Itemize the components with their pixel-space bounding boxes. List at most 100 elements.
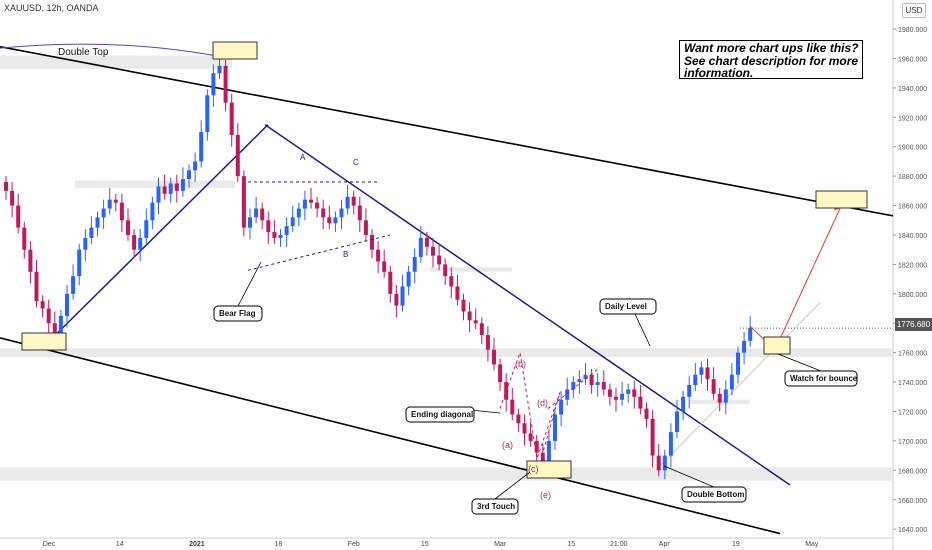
candle-body — [4, 182, 8, 191]
candle — [235, 123, 240, 183]
candle-body — [443, 264, 448, 277]
candle-body — [614, 396, 618, 400]
candle-body — [492, 349, 496, 365]
promo-line-2: See chart description for more — [684, 53, 859, 68]
candle-body — [693, 374, 698, 386]
zone-1875 — [75, 180, 235, 188]
symbol-header[interactable]: XAUUSD, 12h, OANDA — [4, 3, 99, 13]
candle — [284, 217, 289, 247]
candle-body — [461, 299, 466, 312]
y-tick-label: 1660.000 — [898, 498, 927, 505]
candle — [528, 421, 533, 447]
third-touch-box — [526, 460, 572, 479]
candle — [577, 370, 582, 394]
candle — [254, 196, 259, 224]
y-tick-label: 1800.000 — [898, 292, 927, 299]
candle — [113, 193, 118, 212]
daily-level-callout-box — [599, 298, 657, 315]
candle — [516, 408, 521, 433]
candle-body — [607, 389, 612, 397]
candle-body — [199, 132, 204, 162]
candle-body — [424, 237, 429, 247]
y-tick-label: 1740.000 — [898, 380, 927, 387]
candle — [565, 377, 570, 406]
bear-flag-callout-label: Bear Flag — [219, 309, 256, 318]
candle-body — [266, 220, 271, 233]
candle — [589, 368, 594, 394]
candle — [705, 358, 710, 391]
candle — [290, 205, 295, 233]
candle-body — [571, 382, 576, 390]
candle-body — [705, 367, 710, 380]
support-box — [21, 332, 67, 351]
candle-body — [229, 102, 234, 135]
candle — [632, 380, 637, 409]
candle — [34, 259, 39, 308]
candle — [534, 435, 539, 462]
candle — [327, 205, 332, 230]
candle — [16, 193, 21, 234]
candle-body — [321, 208, 326, 218]
candle-body — [473, 320, 478, 324]
double-top-curve — [0, 43, 231, 59]
candle-body — [351, 196, 356, 206]
candle-body — [83, 237, 88, 250]
candle — [345, 184, 350, 215]
candle-body — [235, 134, 240, 177]
candle-body — [467, 311, 472, 321]
candle-body — [638, 396, 643, 409]
candle-body — [437, 255, 442, 265]
candle-body — [577, 379, 582, 383]
candle-body — [187, 170, 191, 180]
candle — [138, 229, 143, 262]
candle-body — [729, 374, 734, 390]
candle-body — [449, 276, 454, 287]
candle — [614, 387, 618, 412]
candle-body — [687, 385, 692, 397]
candle — [144, 208, 149, 244]
candle-body — [394, 293, 399, 306]
zone-1817 — [430, 267, 512, 272]
candle-body — [333, 217, 338, 224]
wave-b-label: (b) — [515, 359, 526, 369]
bear-flag-callout-pointer — [237, 261, 262, 307]
candle-body — [546, 440, 551, 462]
candle — [717, 387, 722, 412]
candle-body — [357, 205, 362, 221]
candle-body — [601, 382, 606, 390]
watch-bounce-callout-box — [784, 370, 858, 387]
candle — [339, 199, 344, 230]
x-tick-label: May — [805, 541, 819, 548]
candle-body — [699, 367, 704, 375]
double-bottom-callout-label: Double Bottom — [687, 490, 744, 499]
candle — [241, 170, 246, 237]
candle-body — [327, 217, 332, 224]
candle-body — [77, 249, 82, 277]
target-box — [815, 190, 868, 209]
y-tick-label: 1920.000 — [898, 115, 927, 122]
currency-button[interactable]: USD — [902, 3, 926, 18]
candle-body — [510, 399, 515, 415]
y-tick-label: 1640.000 — [898, 527, 927, 534]
candle — [388, 265, 393, 303]
candle — [711, 367, 716, 400]
candle — [83, 229, 88, 262]
candle — [595, 373, 600, 397]
candle — [675, 399, 679, 438]
candle — [180, 167, 185, 197]
candle-body — [211, 73, 216, 96]
candle — [662, 449, 667, 480]
candle — [656, 443, 661, 477]
candle — [736, 346, 740, 384]
candle-body — [180, 179, 185, 191]
candle-body — [644, 408, 649, 419]
candle-body — [736, 352, 740, 375]
zone-double-top — [0, 55, 232, 69]
candle-body — [559, 399, 564, 415]
candle-body — [260, 208, 265, 221]
bear-flag-callout-box — [213, 305, 263, 322]
candle — [199, 120, 204, 168]
third-touch-callout-pointer — [494, 471, 531, 500]
candle-body — [241, 176, 246, 228]
